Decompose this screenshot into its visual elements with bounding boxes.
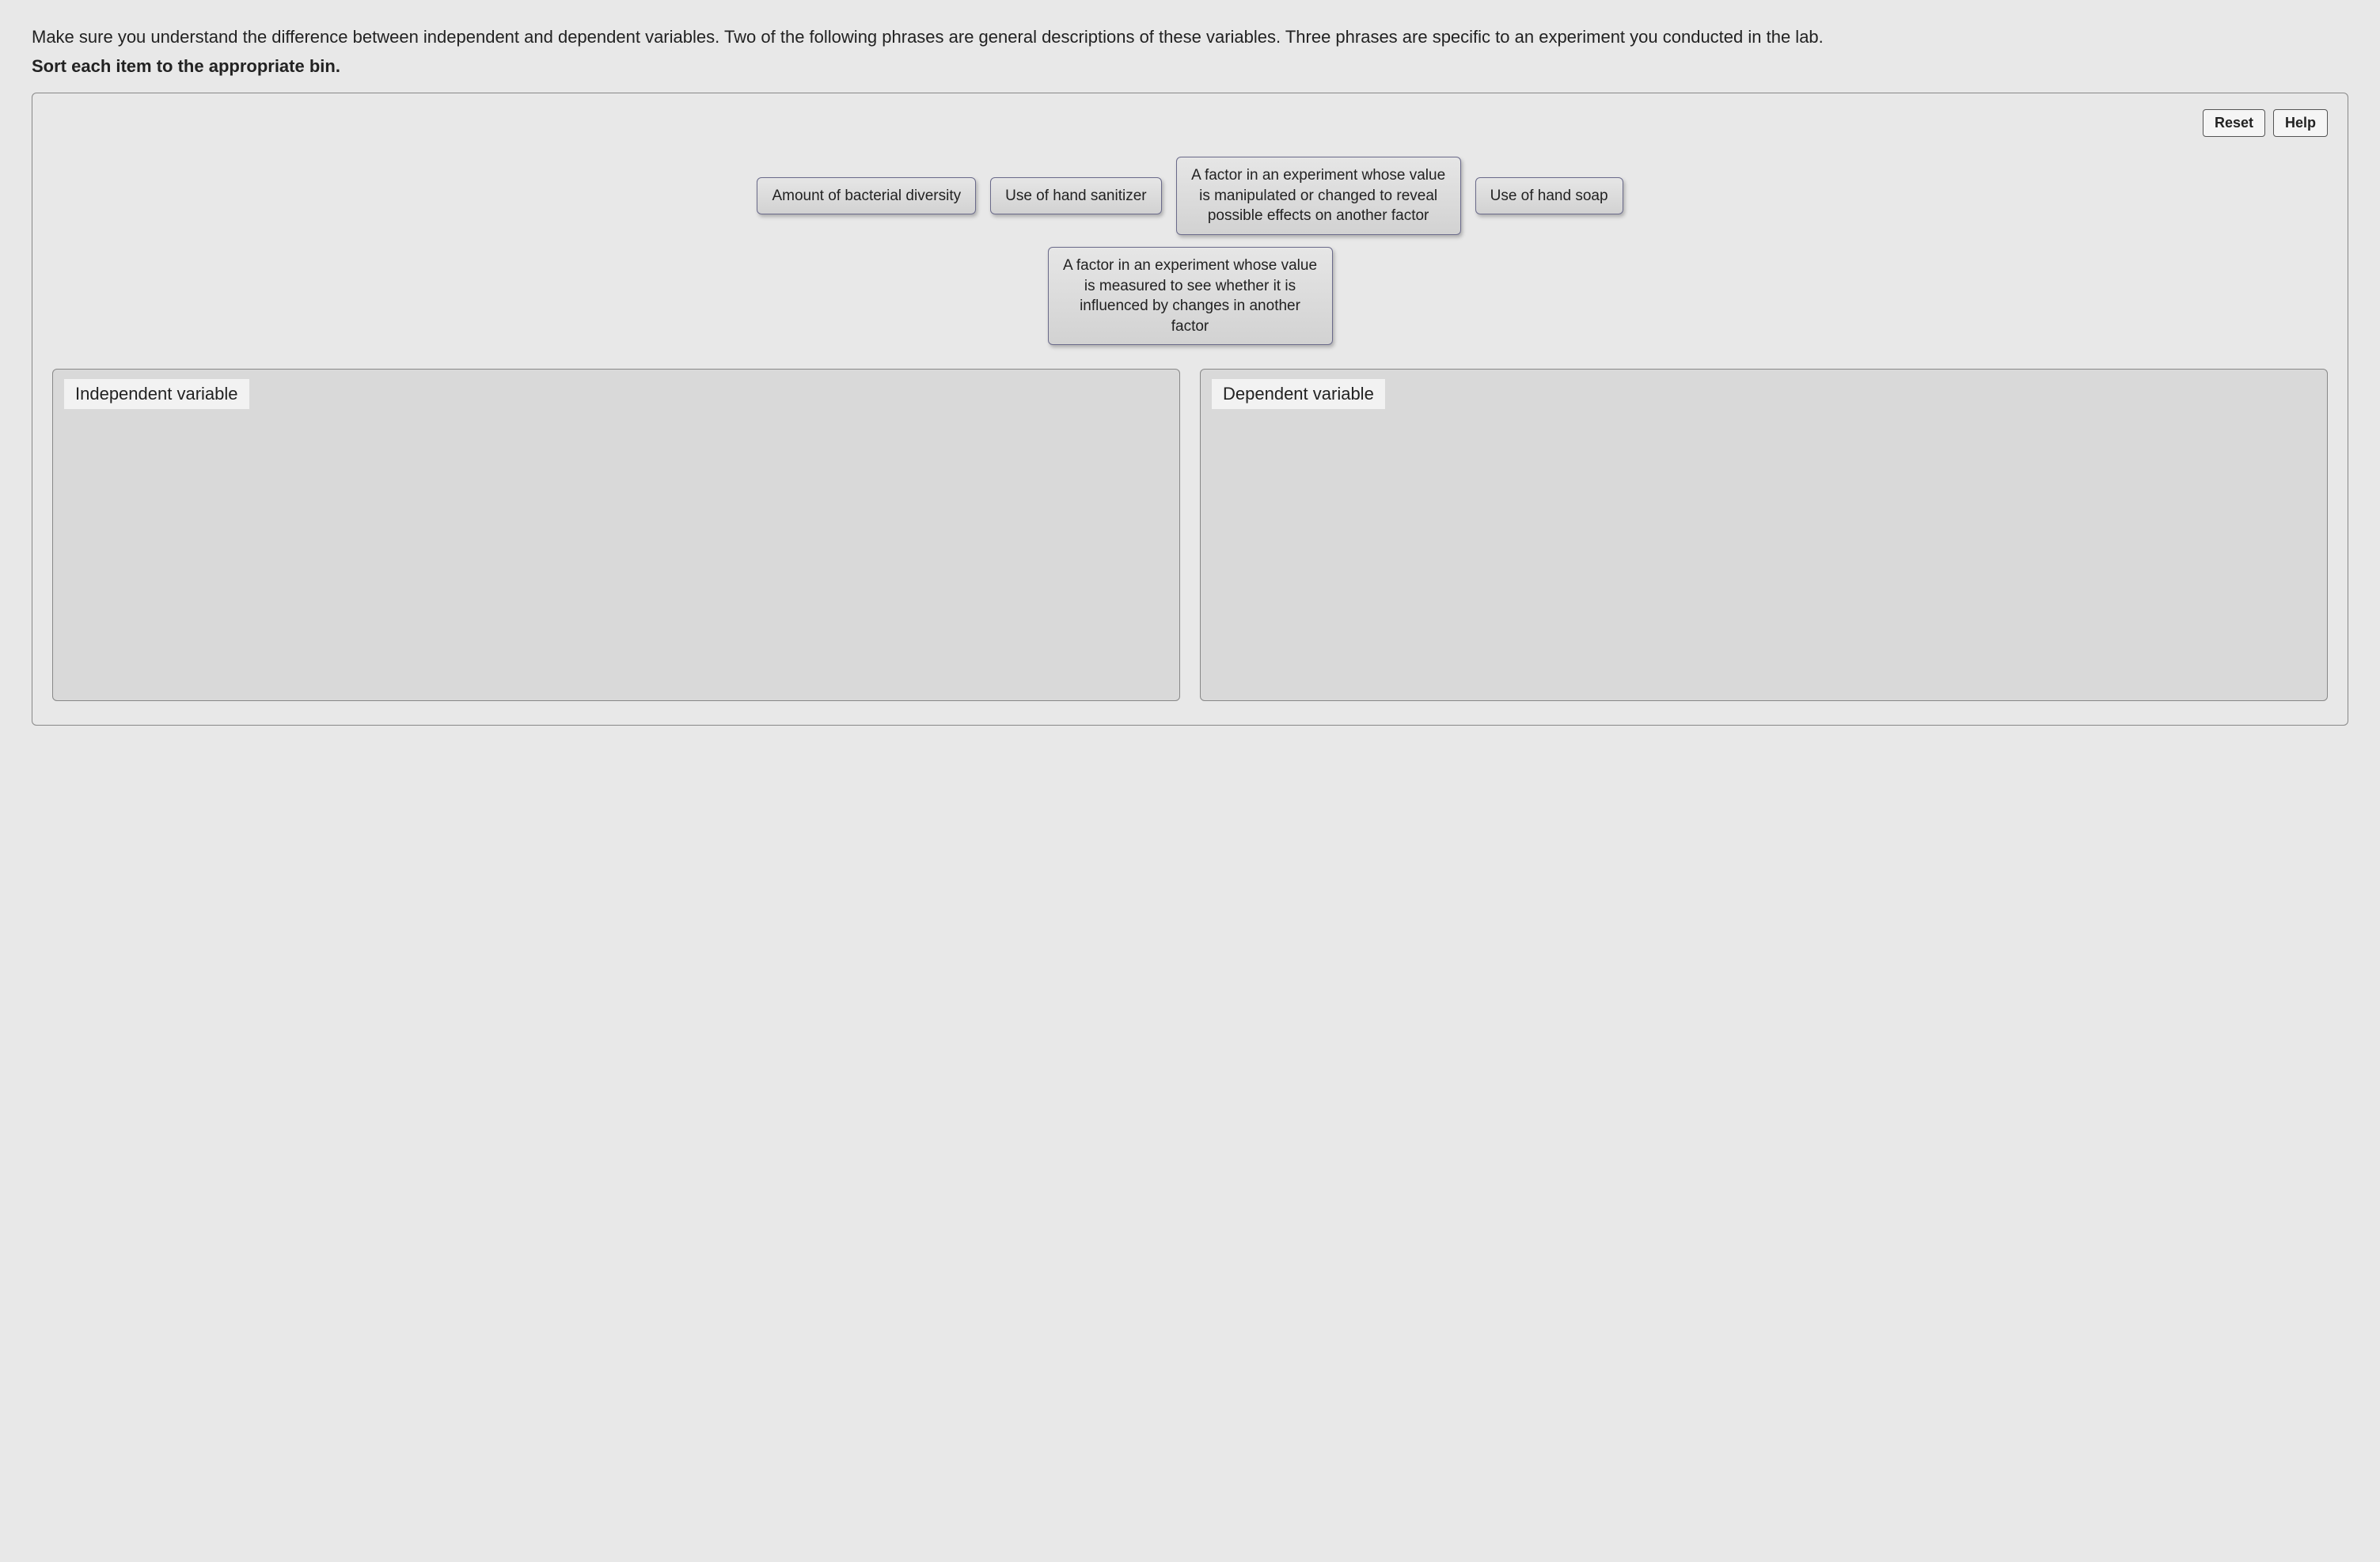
reset-button[interactable]: Reset (2203, 109, 2265, 137)
drag-item-measured-factor[interactable]: A factor in an experiment whose value is… (1048, 247, 1333, 346)
drag-item-hand-soap[interactable]: Use of hand soap (1475, 177, 1623, 215)
draggable-items-area: Amount of bacterial diversity Use of han… (52, 157, 2328, 345)
bins-row: Independent variable Dependent variable (52, 369, 2328, 701)
drag-item-hand-sanitizer[interactable]: Use of hand sanitizer (990, 177, 1162, 215)
items-row-2: A factor in an experiment whose value is… (1048, 247, 1333, 346)
instructions-bold: Sort each item to the appropriate bin. (32, 56, 2348, 77)
bin-independent-variable[interactable]: Independent variable (52, 369, 1180, 701)
help-button[interactable]: Help (2273, 109, 2328, 137)
drag-item-bacterial-diversity[interactable]: Amount of bacterial diversity (757, 177, 976, 215)
top-buttons-row: Reset Help (52, 109, 2328, 137)
bin-label-dependent: Dependent variable (1212, 379, 1385, 409)
bin-dependent-variable[interactable]: Dependent variable (1200, 369, 2328, 701)
activity-frame: Reset Help Amount of bacterial diversity… (32, 93, 2348, 726)
instructions-text: Make sure you understand the difference … (32, 24, 2348, 50)
drag-item-manipulated-factor[interactable]: A factor in an experiment whose value is… (1176, 157, 1461, 235)
items-row-1: Amount of bacterial diversity Use of han… (757, 157, 1623, 235)
bin-label-independent: Independent variable (64, 379, 249, 409)
